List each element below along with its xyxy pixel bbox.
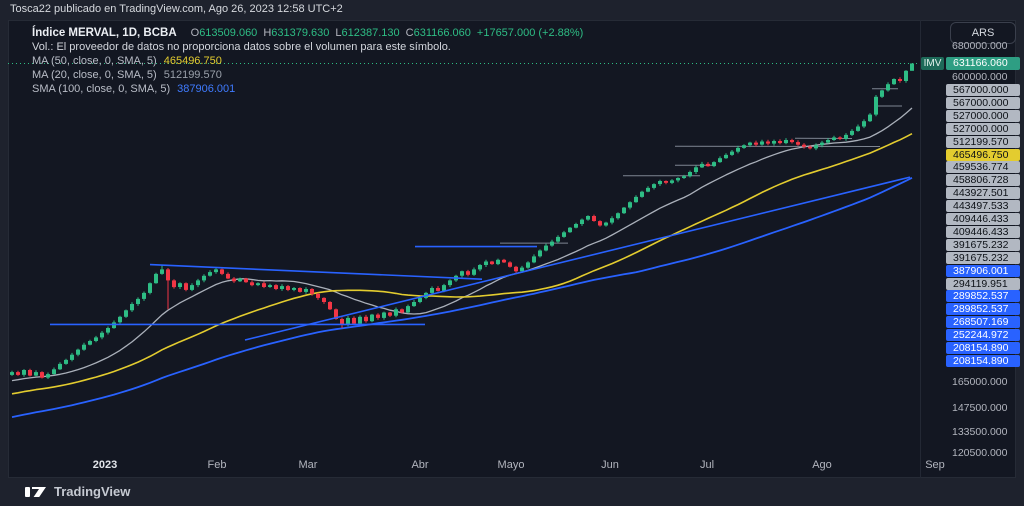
price-level-badge: 387906.001 [946, 264, 1020, 277]
price-level-badge: 289852.537 [946, 303, 1020, 316]
price-level-badge: 289852.537 [946, 290, 1020, 303]
last-price-badge: 631166.060 [946, 57, 1020, 70]
price-axis-tick: 120500.000 [952, 447, 1008, 459]
price-level-badge: 208154.890 [946, 342, 1020, 354]
high-value: 631379.630 [271, 27, 330, 39]
time-axis-label[interactable]: Mayo [497, 459, 525, 471]
change-value: +17657.000 (+2.88%) [476, 27, 584, 39]
time-axis-label[interactable]: Sep [925, 459, 945, 471]
price-level-badge: 567000.000 [946, 96, 1020, 109]
publish-byline: Tosca22 publicado en TradingView.com, Ag… [10, 3, 343, 15]
tradingview-logo[interactable]: TradingView [25, 484, 130, 499]
price-level-badge: 268507.169 [946, 316, 1020, 329]
price-axis-separator [920, 20, 921, 478]
price-level-badge: 409446.433 [946, 225, 1020, 238]
ma20-label: MA (20, close, 0, SMA, 5) [32, 68, 157, 81]
time-axis-label[interactable]: Jun [601, 459, 619, 471]
price-level-badge: 252244.972 [946, 329, 1020, 342]
price-level-badge: 391675.232 [946, 238, 1020, 251]
ma50-label: MA (50, close, 0, SMA, 5) [32, 54, 157, 67]
high-letter: H [263, 27, 272, 39]
price-level-badge: 443497.533 [946, 200, 1020, 213]
volume-note: Vol.: El proveedor de datos no proporcio… [32, 40, 451, 53]
low-letter: L [335, 27, 342, 39]
sma100-value: 387906.001 [177, 82, 236, 95]
price-level-badge: 459536.774 [946, 161, 1020, 174]
price-axis-tick: 133500.000 [952, 426, 1008, 438]
time-axis-label[interactable]: Ago [812, 459, 832, 471]
price-level-badge: 458806.728 [946, 174, 1020, 187]
ma50-value: 465496.750 [163, 54, 222, 67]
ma20-legend-row[interactable]: MA (20, close, 0, SMA, 5) 512199.570 [32, 69, 583, 83]
price-level-badge: 391675.232 [946, 251, 1020, 264]
symbol-price-tag: IMV [921, 57, 944, 70]
close-value: 631166.060 [413, 27, 471, 39]
price-level-badge: 527000.000 [946, 109, 1020, 122]
time-axis-label[interactable]: 2023 [92, 459, 118, 471]
tradingview-mark-icon [25, 486, 46, 497]
ma50-legend-row[interactable]: MA (50, close, 0, SMA, 5) 465496.750 [32, 55, 583, 69]
chart-legend: Índice MERVAL, 1D, BCBA O613509.060 H63137… [32, 27, 583, 97]
low-value: 612387.130 [341, 27, 400, 39]
symbol-title[interactable]: Índice MERVAL, 1D, BCBA [32, 27, 177, 39]
price-axis-tick: 165000.000 [952, 376, 1008, 388]
time-axis-label[interactable]: Jul [699, 459, 715, 471]
currency-toggle-button[interactable]: ARS [950, 22, 1016, 44]
price-level-badge: 208154.890 [946, 354, 1020, 367]
price-level-badge: 465496.750 [946, 148, 1020, 161]
sma100-legend-row[interactable]: SMA (100, close, 0, SMA, 5) 387906.001 [32, 83, 583, 97]
tradingview-brand-text: TradingView [54, 484, 131, 499]
price-axis-tick: 600000.000 [952, 71, 1008, 83]
sma100-label: SMA (100, close, 0, SMA, 5) [32, 82, 171, 95]
close-letter: C [405, 27, 414, 39]
time-axis-label[interactable]: Mar [298, 459, 318, 471]
price-level-badge: 409446.433 [946, 213, 1020, 225]
symbol-row: Índice MERVAL, 1D, BCBA O613509.060 H63137… [32, 27, 583, 41]
price-level-badge: 443927.501 [946, 187, 1020, 200]
price-level-badge: 527000.000 [946, 122, 1020, 135]
price-axis-tick: 147500.000 [952, 402, 1008, 414]
price-level-badge: 294119.951 [946, 277, 1020, 290]
time-axis-label[interactable]: Abr [411, 459, 429, 471]
price-axis-tick: 680000.000 [952, 40, 1008, 52]
time-axis-label[interactable]: Feb [207, 459, 227, 471]
open-letter: O [190, 27, 200, 39]
open-value: 613509.060 [199, 27, 258, 39]
ma20-value: 512199.570 [163, 68, 222, 81]
price-level-badge: 567000.000 [946, 84, 1020, 96]
price-level-badge: 512199.570 [946, 135, 1020, 148]
